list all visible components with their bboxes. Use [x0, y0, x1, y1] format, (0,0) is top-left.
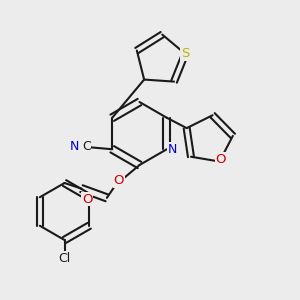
Text: O: O [216, 153, 226, 166]
Text: N: N [167, 143, 177, 156]
Text: Cl: Cl [58, 252, 70, 265]
Text: O: O [82, 193, 92, 206]
Text: O: O [113, 174, 124, 187]
Text: S: S [181, 47, 189, 60]
Text: C: C [82, 140, 91, 153]
Text: N: N [70, 140, 80, 153]
